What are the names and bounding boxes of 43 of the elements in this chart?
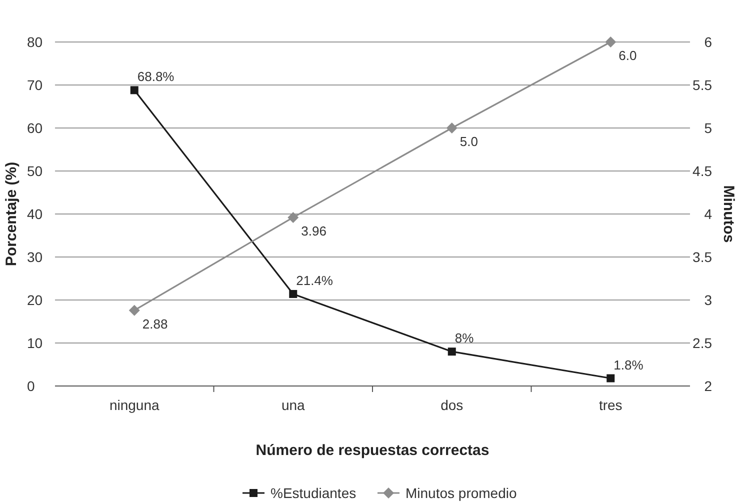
y2-tick-label: 2 (704, 378, 712, 394)
x-tick-label: tres (598, 397, 622, 413)
y2-axis-title: Minutos (720, 185, 737, 243)
x-tick-label: una (281, 397, 306, 413)
point (130, 86, 138, 94)
y-axis-title: Porcentaje (%) (3, 162, 20, 266)
point (128, 304, 140, 316)
point (289, 290, 298, 298)
y2-tick-label: 5.5 (692, 76, 712, 93)
data-label: 5.0 (460, 134, 478, 149)
y2-tick-label: 3.5 (692, 248, 712, 265)
y2-tick-label: 2.5 (692, 334, 712, 351)
y-tick-label: 60 (27, 120, 43, 136)
y2-tick-label: 5 (704, 120, 712, 136)
y2-tick-label: 4.5 (692, 162, 712, 179)
data-label: 2.88 (142, 316, 168, 332)
point (446, 122, 458, 134)
y-tick-label: 40 (27, 206, 43, 222)
y-tick-label: 80 (27, 34, 43, 50)
data-label: 68.8% (137, 69, 175, 84)
y2-tick-label: 3 (704, 292, 712, 308)
y-tick-label: 10 (27, 334, 43, 351)
x-tick-label: dos (440, 397, 464, 413)
point (448, 348, 456, 356)
legend-label: Minutos promedio (406, 484, 517, 501)
y-tick-label: 70 (27, 76, 43, 93)
data-label: 8% (454, 330, 474, 346)
x-axis-title: Número de respuestas correctas (256, 442, 490, 459)
data-label: 21.4% (296, 272, 334, 288)
data-label: 3.96 (301, 223, 326, 238)
y-tick-label: 0 (27, 378, 35, 394)
y-tick-label: 30 (27, 248, 43, 265)
y-tick-label: 20 (27, 292, 43, 308)
y2-tick-label: 6 (704, 34, 712, 50)
y-tick-label: 50 (27, 162, 43, 179)
data-label: 1.8% (614, 357, 644, 372)
data-label: 6.0 (618, 48, 637, 63)
x-tick-label: ninguna (109, 397, 160, 413)
point (605, 36, 616, 48)
y2-tick-label: 4 (704, 206, 712, 222)
point (606, 374, 615, 382)
point (288, 212, 299, 223)
legend-label: %Estudiantes (270, 484, 356, 501)
